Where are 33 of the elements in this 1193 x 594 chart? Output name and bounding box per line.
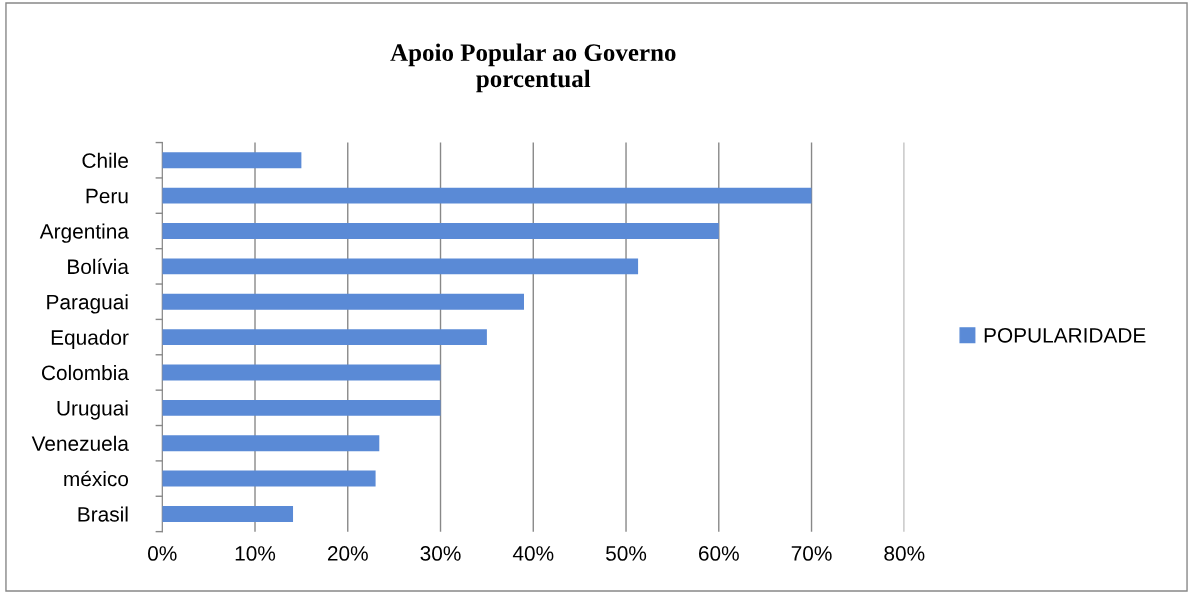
- x-tick-label: 50%: [606, 546, 647, 561]
- x-tick-label: 20%: [327, 546, 368, 561]
- bar: [162, 152, 302, 169]
- y-tick-label: Chile: [82, 152, 128, 168]
- bar: [162, 435, 380, 452]
- y-tick-label: Equador: [51, 329, 129, 349]
- bar: [162, 329, 487, 346]
- y-tick-label: Argentina: [39, 223, 129, 243]
- chart-title: Apoio Popular ao Governo porcentual: [390, 43, 676, 93]
- bar: [162, 470, 376, 487]
- y-tick-label: Colombia: [41, 364, 129, 381]
- bar: [162, 293, 524, 310]
- bar: [162, 258, 639, 275]
- bar: [162, 399, 441, 416]
- bar: [162, 223, 719, 239]
- y-tick-label: méxico: [64, 470, 129, 487]
- x-tick-label: 10%: [235, 546, 276, 561]
- y-tick-label: Paraguai: [47, 294, 128, 314]
- y-tick-label: Venezuela: [31, 435, 129, 451]
- y-tick-label: Uruguai: [57, 400, 128, 420]
- x-tick-label: 40%: [512, 546, 554, 561]
- y-tick-label: Brasil: [78, 506, 128, 522]
- x-tick-label: 0%: [148, 546, 177, 561]
- x-tick-label: 70%: [791, 546, 832, 561]
- y-tick-label: Peru: [86, 188, 128, 204]
- bar: [162, 505, 294, 522]
- legend-label: POPULARIDADE: [984, 327, 1146, 343]
- y-tick-label: Bolívia: [68, 258, 129, 275]
- x-tick-label: 30%: [420, 546, 461, 561]
- bar: [162, 364, 441, 381]
- bar: [162, 187, 812, 204]
- x-tick-label: 80%: [884, 546, 925, 561]
- x-tick-label: 60%: [698, 546, 739, 561]
